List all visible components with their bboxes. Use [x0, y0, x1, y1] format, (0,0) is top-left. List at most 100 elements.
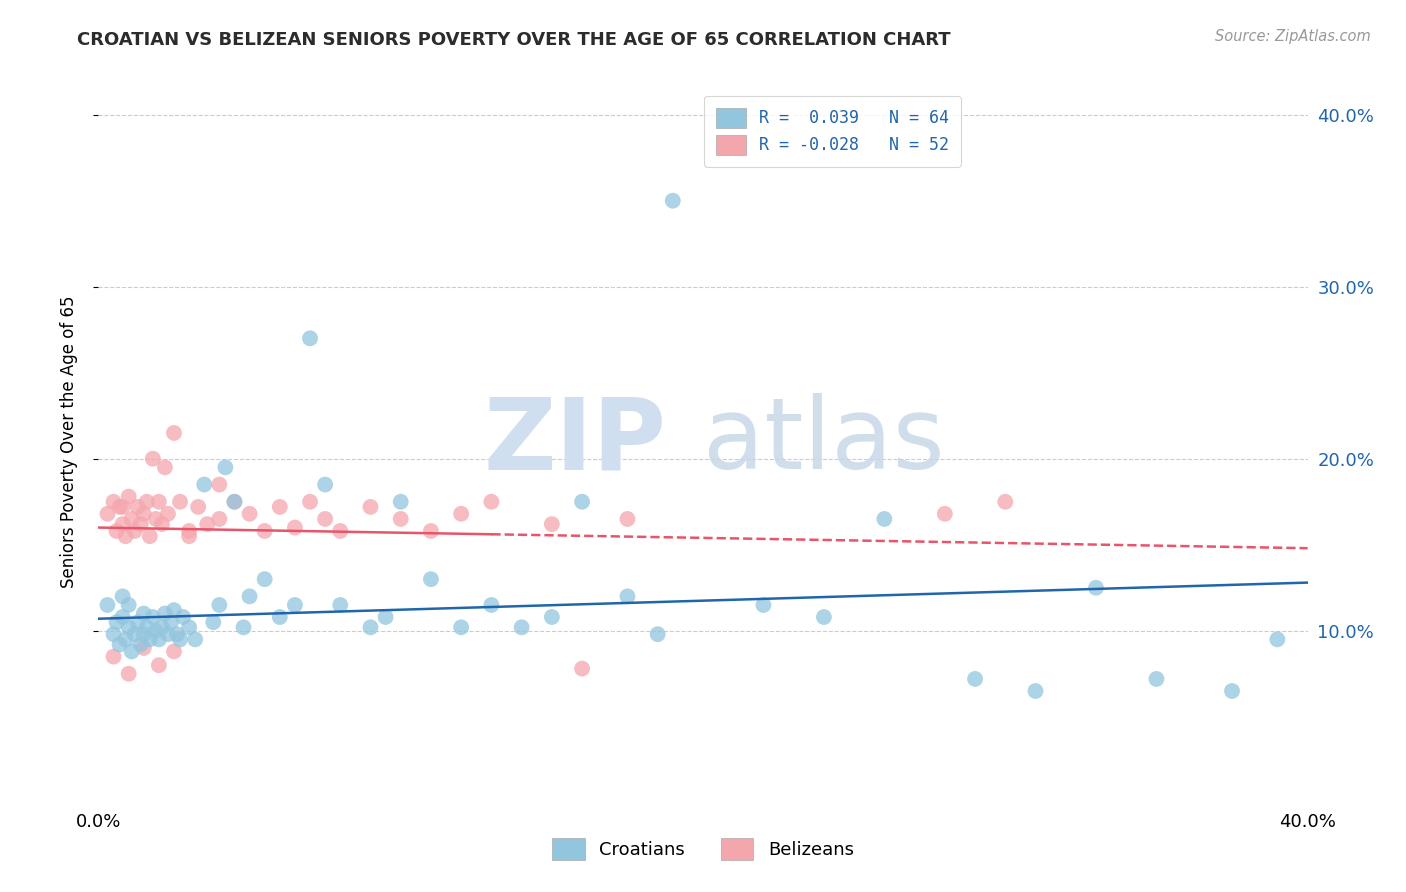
Point	[163, 644, 186, 658]
Point	[156, 507, 179, 521]
Text: Source: ZipAtlas.com: Source: ZipAtlas.com	[1215, 29, 1371, 44]
Point	[389, 494, 412, 508]
Legend: R =  0.039   N = 64, R = -0.028   N = 52: R = 0.039 N = 64, R = -0.028 N = 52	[704, 95, 960, 167]
Point	[647, 627, 669, 641]
Point	[118, 598, 141, 612]
Point	[145, 624, 167, 638]
Point	[299, 494, 322, 508]
Point	[150, 517, 173, 532]
Point	[420, 524, 443, 538]
Point	[172, 610, 194, 624]
Point	[139, 529, 162, 543]
Point	[239, 590, 262, 604]
Point	[148, 658, 170, 673]
Point	[124, 627, 146, 641]
Point	[139, 632, 162, 647]
Point	[118, 490, 141, 504]
Point	[114, 632, 136, 647]
Point	[540, 517, 562, 532]
Point	[360, 620, 382, 634]
Point	[1024, 684, 1046, 698]
Point	[374, 610, 396, 624]
Point	[314, 477, 336, 491]
Point	[284, 598, 307, 612]
Point	[118, 620, 141, 634]
Point	[108, 500, 131, 514]
Point	[148, 494, 170, 508]
Point	[132, 507, 155, 521]
Point	[105, 615, 128, 630]
Point	[481, 598, 503, 612]
Point	[329, 524, 352, 538]
Point	[96, 598, 118, 612]
Point	[450, 507, 472, 521]
Point	[111, 610, 134, 624]
Point	[135, 494, 157, 508]
Point	[540, 610, 562, 624]
Point	[127, 615, 149, 630]
Point	[1144, 672, 1167, 686]
Point	[571, 494, 593, 508]
Point	[148, 632, 170, 647]
Point	[96, 507, 118, 521]
Point	[420, 572, 443, 586]
Point	[129, 517, 152, 532]
Point	[224, 494, 246, 508]
Point	[813, 610, 835, 624]
Point	[118, 666, 141, 681]
Point	[232, 620, 254, 634]
Point	[103, 494, 125, 508]
Point	[153, 607, 176, 621]
Point	[389, 512, 412, 526]
Point	[510, 620, 533, 634]
Point	[616, 590, 638, 604]
Point	[129, 638, 152, 652]
Point	[193, 477, 215, 491]
Point	[103, 627, 125, 641]
Point	[124, 524, 146, 538]
Y-axis label: Seniors Poverty Over the Age of 65: Seniors Poverty Over the Age of 65	[59, 295, 77, 588]
Point	[108, 638, 131, 652]
Point	[965, 672, 987, 686]
Point	[202, 615, 225, 630]
Point	[135, 620, 157, 634]
Point	[1267, 632, 1289, 647]
Point	[145, 512, 167, 526]
Point	[239, 507, 262, 521]
Point	[179, 620, 201, 634]
Point	[284, 520, 307, 534]
Point	[127, 500, 149, 514]
Point	[299, 331, 322, 345]
Point	[269, 500, 291, 514]
Point	[329, 598, 352, 612]
Point	[253, 524, 276, 538]
Point	[208, 477, 231, 491]
Point	[179, 524, 201, 538]
Point	[105, 524, 128, 538]
Point	[481, 494, 503, 508]
Point	[121, 512, 143, 526]
Legend: Croatians, Belizeans: Croatians, Belizeans	[537, 823, 869, 874]
Point	[132, 640, 155, 655]
Text: atlas: atlas	[703, 393, 945, 490]
Point	[208, 598, 231, 612]
Point	[160, 615, 183, 630]
Point	[224, 494, 246, 508]
Point	[269, 610, 291, 624]
Point	[163, 603, 186, 617]
Point	[360, 500, 382, 514]
Point	[169, 494, 191, 508]
Point	[195, 517, 218, 532]
Point	[616, 512, 638, 526]
Point	[111, 500, 134, 514]
Point	[166, 627, 188, 641]
Text: ZIP: ZIP	[484, 393, 666, 490]
Point	[156, 627, 179, 641]
Point	[103, 649, 125, 664]
Point	[111, 590, 134, 604]
Point	[187, 500, 209, 514]
Point	[571, 662, 593, 676]
Point	[153, 460, 176, 475]
Text: CROATIAN VS BELIZEAN SENIORS POVERTY OVER THE AGE OF 65 CORRELATION CHART: CROATIAN VS BELIZEAN SENIORS POVERTY OVE…	[77, 31, 950, 49]
Point	[142, 451, 165, 466]
